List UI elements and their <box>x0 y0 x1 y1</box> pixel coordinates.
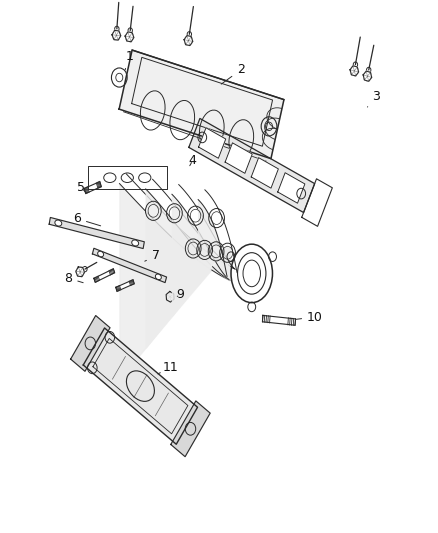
Text: 9: 9 <box>176 288 184 301</box>
Text: 7: 7 <box>145 249 160 262</box>
Polygon shape <box>184 36 193 45</box>
Text: 4: 4 <box>189 154 197 167</box>
Polygon shape <box>116 280 134 292</box>
Polygon shape <box>125 32 134 42</box>
Polygon shape <box>94 269 115 282</box>
Polygon shape <box>76 267 85 277</box>
Polygon shape <box>225 143 252 173</box>
Polygon shape <box>119 50 284 159</box>
Text: 5: 5 <box>78 181 86 195</box>
Polygon shape <box>251 158 279 188</box>
Polygon shape <box>171 401 210 457</box>
Polygon shape <box>112 30 121 40</box>
Text: 3: 3 <box>367 90 380 107</box>
Polygon shape <box>189 118 314 213</box>
Polygon shape <box>198 128 226 158</box>
Polygon shape <box>350 66 359 76</box>
Ellipse shape <box>243 260 261 287</box>
Polygon shape <box>363 71 372 82</box>
Ellipse shape <box>155 274 161 280</box>
Polygon shape <box>262 316 296 325</box>
Polygon shape <box>166 292 174 302</box>
Polygon shape <box>49 217 144 248</box>
Ellipse shape <box>55 220 62 226</box>
Polygon shape <box>71 316 110 372</box>
Polygon shape <box>278 173 305 203</box>
Text: 1: 1 <box>125 50 134 70</box>
Text: 10: 10 <box>296 311 323 324</box>
Text: 11: 11 <box>158 361 179 374</box>
Ellipse shape <box>98 251 104 257</box>
Text: 8: 8 <box>64 272 83 285</box>
Polygon shape <box>83 328 198 445</box>
Text: 2: 2 <box>221 63 245 84</box>
Polygon shape <box>92 248 166 282</box>
Polygon shape <box>84 182 101 193</box>
Text: 6: 6 <box>73 212 101 226</box>
Ellipse shape <box>132 240 139 246</box>
